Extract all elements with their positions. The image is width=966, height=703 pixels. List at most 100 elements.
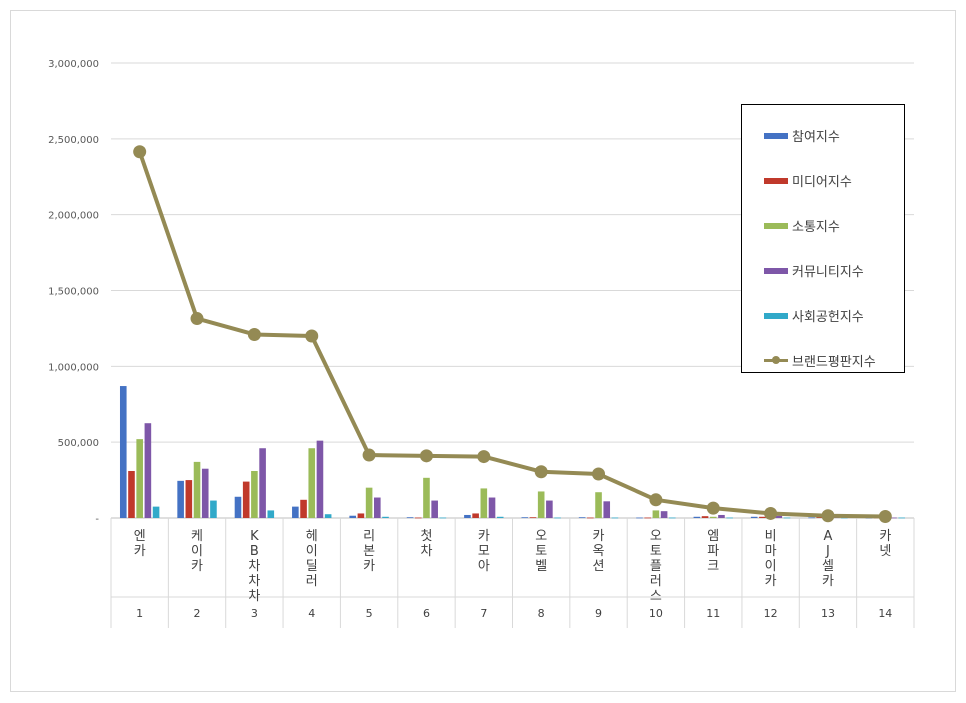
bar [775, 515, 783, 518]
legend-item-participation: 참여지수 [742, 113, 904, 158]
bar [324, 514, 332, 518]
series-point [878, 509, 892, 523]
bar [292, 506, 299, 518]
bar [259, 448, 266, 518]
bar [726, 517, 733, 519]
bar [808, 517, 815, 519]
bar [488, 497, 496, 518]
series-point [190, 312, 204, 326]
bar [414, 517, 422, 519]
bar [783, 517, 791, 519]
bar [406, 517, 414, 519]
bar [660, 511, 668, 518]
bar [529, 517, 537, 519]
y-tick-label: 2,000,000 [48, 211, 99, 222]
bar [521, 517, 529, 519]
series-point [133, 145, 147, 159]
bar [636, 517, 643, 519]
legend-line-marker [764, 356, 788, 364]
series-point [477, 450, 491, 464]
legend-label: 커뮤니티지수 [792, 265, 864, 280]
bar [185, 480, 193, 518]
x-rank-label: 3 [251, 607, 258, 620]
chart-legend: 참여지수 미디어지수 소통지수 커뮤니티지수 사회공헌지수 브랜드평판지수 [741, 104, 905, 373]
series-point [534, 465, 548, 479]
bar [759, 516, 766, 518]
bar [439, 517, 447, 519]
bar [374, 497, 381, 518]
legend-label: 브랜드평판지수 [792, 355, 876, 370]
bar [300, 499, 307, 518]
bar [611, 517, 619, 519]
bar [480, 488, 488, 518]
legend-item-community: 커뮤니티지수 [742, 248, 904, 293]
bar [357, 513, 365, 518]
bar [136, 439, 143, 518]
bar [587, 517, 594, 519]
bar [349, 515, 357, 518]
series-point [706, 501, 720, 515]
bar [554, 517, 561, 519]
bar [668, 517, 676, 519]
series-point [764, 506, 778, 520]
bar [234, 496, 242, 518]
legend-swatch [764, 312, 788, 319]
bar [644, 517, 651, 519]
bar [464, 514, 471, 518]
bar [496, 516, 504, 518]
bar [841, 517, 848, 519]
x-rank-label: 14 [878, 607, 892, 620]
bar [423, 477, 430, 518]
bar [546, 500, 553, 518]
legend-item-media: 미디어지수 [742, 158, 904, 203]
bar [251, 470, 258, 518]
chart-frame: - 500,000 1,000,000 1,500,000 2,000,000 2,500… [10, 10, 956, 692]
x-rank-label: 10 [649, 607, 663, 620]
y-tick-label: 3,000,000 [48, 59, 99, 70]
bar [718, 514, 725, 518]
x-rank-label: 2 [194, 607, 201, 620]
legend-label: 소통지수 [792, 220, 840, 235]
series-point [821, 509, 835, 523]
x-rank-label: 8 [538, 607, 545, 620]
legend-swatch [764, 222, 788, 229]
x-rank-label: 1 [136, 607, 143, 620]
series-line [137, 151, 886, 519]
bar [128, 470, 135, 518]
x-rank-label: 6 [423, 607, 430, 620]
bar [365, 487, 373, 518]
legend-item-communication: 소통지수 [742, 203, 904, 248]
legend-swatch [764, 132, 788, 139]
bar [537, 491, 545, 518]
bar [316, 440, 324, 518]
bar [890, 517, 897, 519]
bar [152, 506, 160, 518]
legend-item-social-contribution: 사회공헌지수 [742, 293, 904, 338]
bar [595, 492, 602, 518]
x-rank-label: 9 [595, 607, 602, 620]
bar [267, 510, 275, 518]
bar [193, 461, 201, 518]
x-rank-label: 11 [706, 607, 720, 620]
legend-label: 미디어지수 [792, 175, 852, 190]
bar [750, 516, 758, 518]
bar [472, 513, 479, 518]
series-point [419, 449, 433, 463]
legend-item-brand-reputation: 브랜드평판지수 [742, 338, 904, 383]
x-rank-label: 12 [764, 607, 778, 620]
x-rank-label: 4 [308, 607, 315, 620]
legend-swatch [764, 267, 788, 274]
bar [898, 517, 906, 519]
bar [201, 468, 209, 518]
bar [652, 510, 660, 518]
